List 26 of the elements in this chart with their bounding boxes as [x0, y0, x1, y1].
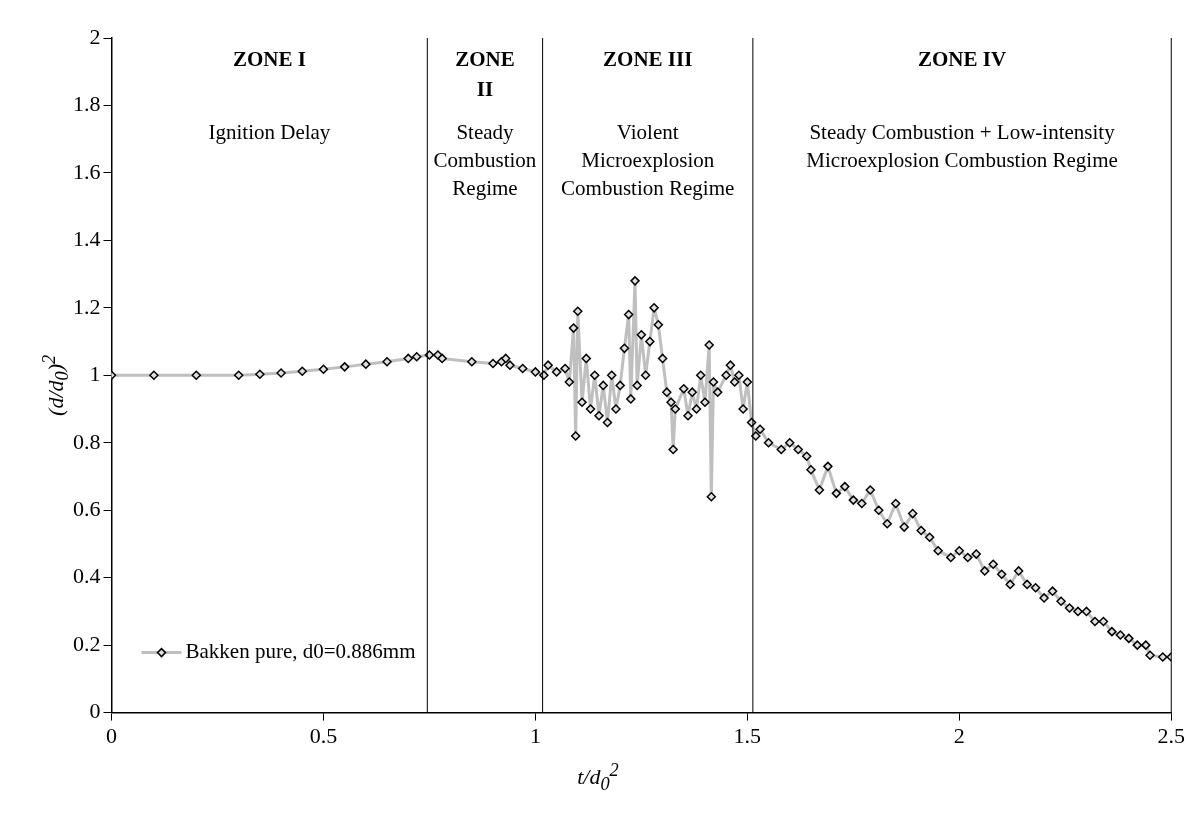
annotation: Steady Combustion Regime [433, 120, 537, 201]
x-tick-label: 1 [529, 722, 541, 748]
y-tick-label: 0 [89, 698, 101, 724]
annotation: Violent Microexplosion Combustion Regime [561, 120, 735, 201]
y-tick-label: 0.4 [73, 563, 101, 589]
x-tick-label: 1.5 [733, 722, 762, 748]
x-tick-label: 0 [106, 722, 117, 748]
annotation: Steady Combustion + Low-intensity Microexplosion Combustion Regime [806, 120, 1118, 173]
annotation: Ignition Delay [208, 120, 331, 145]
y-tick-label: 1.2 [73, 293, 101, 319]
annotation: ZONE I [232, 46, 306, 71]
y-tick-label: 1.8 [73, 91, 101, 117]
annotation: ZONE III [603, 46, 693, 71]
y-tick-label: 1.6 [73, 158, 101, 184]
y-tick-label: 0.8 [73, 428, 101, 454]
y-tick-label: 2 [89, 23, 101, 49]
y-tick-label: 1 [89, 361, 101, 387]
x-tick-label: 2.5 [1157, 722, 1185, 748]
annotation: ZONE IV [918, 46, 1007, 71]
annotation: ZONE II [455, 46, 515, 101]
x-tick-label: 2 [953, 722, 965, 748]
y-tick-label: 0.6 [73, 496, 101, 521]
y-tick-label: 1.4 [73, 226, 101, 252]
x-tick-label: 0.5 [309, 722, 338, 748]
legend-label: Bakken pure, d0=0.886mm [185, 639, 416, 664]
y-tick-label: 0.2 [73, 630, 101, 656]
